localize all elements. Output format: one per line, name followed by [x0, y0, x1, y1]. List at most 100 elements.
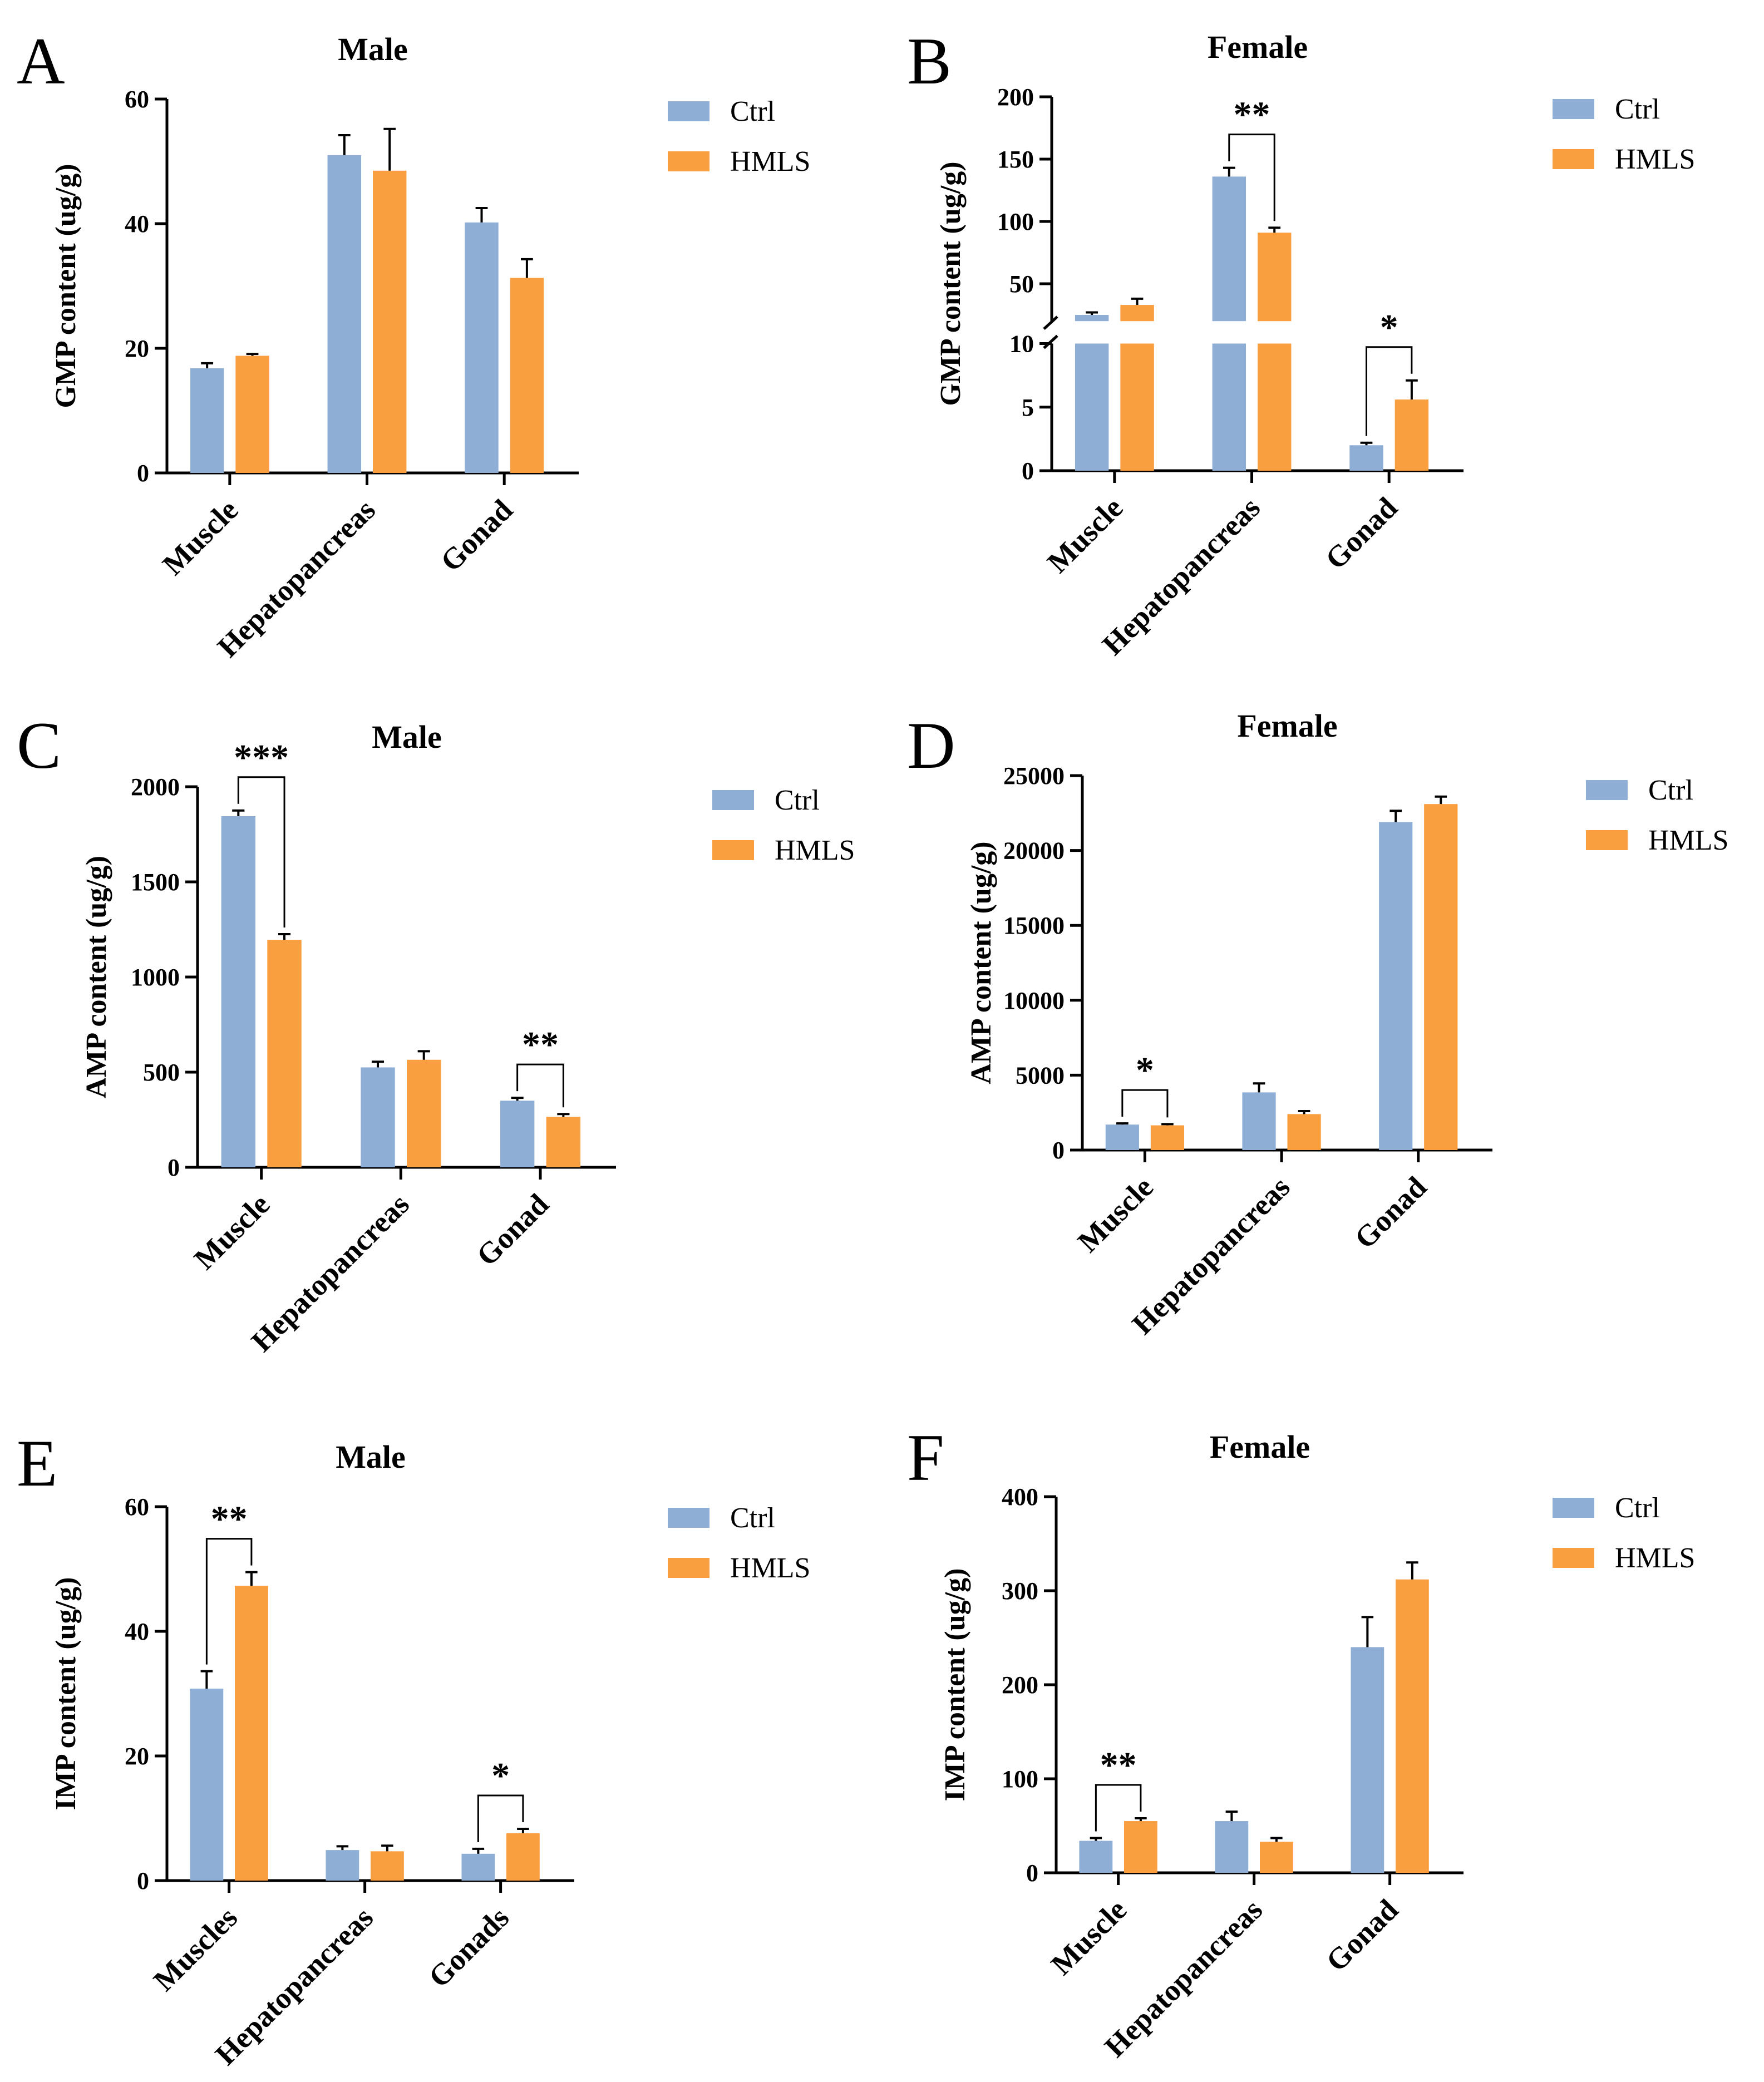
chart-panel-d: D Female AMP content (ug/g) 0 5000 10000 15000…	[907, 708, 1728, 1341]
bar-hmls	[1260, 1842, 1293, 1873]
y-axis-label: GMP content (ug/g)	[935, 161, 967, 406]
legend-label: Ctrl	[1615, 1492, 1660, 1524]
significance-label: **	[211, 1499, 248, 1540]
y-tick-label: 100	[1002, 1765, 1038, 1793]
significance-bracket	[205, 1538, 253, 1665]
y-tick-label: 40	[125, 1618, 149, 1645]
y-tick-label: 200	[997, 83, 1034, 111]
bar-hmls	[1120, 343, 1154, 471]
chart-panel-c: C Male AMP content (ug/g) 0 500 1000 1500 2000 M…	[17, 708, 855, 1358]
legend-swatch-ctrl	[1586, 780, 1628, 800]
bar-hmls-upper	[1120, 305, 1154, 322]
bar-hmls	[1395, 399, 1429, 471]
legend-label: HMLS	[1615, 1542, 1695, 1574]
significance-label: **	[1100, 1745, 1137, 1785]
y-tick-label: 40	[125, 210, 149, 238]
y-axis-label: AMP content (ug/g)	[965, 841, 997, 1084]
legend-label: HMLS	[775, 835, 855, 866]
significance-label: *	[1380, 307, 1398, 348]
bar-ctrl	[361, 1067, 395, 1167]
bar-hmls-upper	[1258, 233, 1292, 322]
legend-label: HMLS	[1648, 825, 1728, 856]
significance-bracket	[1228, 134, 1275, 221]
x-tick-label: Muscle	[1041, 491, 1129, 579]
bar-hmls	[235, 356, 269, 473]
x-tick-label: Muscle	[188, 1187, 276, 1276]
significance-label: *	[491, 1755, 510, 1796]
legend-label: HMLS	[730, 1552, 810, 1584]
bar-ctrl-upper	[1212, 176, 1246, 322]
bar-ctrl	[1215, 1821, 1249, 1873]
legend-label: Ctrl	[730, 96, 775, 127]
significance-bracket	[516, 1063, 564, 1108]
bar-hmls	[1258, 343, 1292, 471]
legend-swatch-hmls	[712, 840, 754, 860]
y-tick-label: 10	[1009, 330, 1034, 358]
bar-ctrl	[326, 1850, 359, 1881]
bar-hmls	[506, 1833, 540, 1881]
significance-label: ***	[234, 737, 289, 778]
bar-ctrl	[465, 222, 499, 473]
y-tick-label: 150	[997, 146, 1034, 173]
bar-hmls	[510, 278, 544, 473]
legend-swatch-hmls	[668, 1558, 709, 1578]
y-tick-label: 5000	[1016, 1062, 1065, 1089]
legend-label: Ctrl	[775, 785, 820, 816]
significance-bracket	[237, 776, 285, 928]
y-tick-label: 300	[1002, 1577, 1038, 1605]
chart-title: Male	[372, 719, 442, 755]
bar-hmls	[371, 1851, 404, 1881]
legend-swatch-ctrl	[1553, 1498, 1594, 1518]
y-tick-label: 100	[997, 208, 1034, 235]
x-tick-label: Gonad	[1348, 1170, 1433, 1255]
legend-swatch-hmls	[1553, 149, 1594, 169]
bar-ctrl	[327, 155, 362, 473]
bar-ctrl	[1212, 343, 1246, 471]
y-tick-label: 20	[125, 335, 149, 362]
x-tick-label: Gonad	[1319, 491, 1404, 576]
chart-title: Female	[1237, 708, 1337, 744]
legend-swatch-ctrl	[712, 790, 754, 810]
y-tick-label: 200	[1002, 1671, 1038, 1699]
x-tick-label: Muscle	[156, 493, 244, 581]
y-axis-label: IMP content (ug/g)	[939, 1568, 971, 1802]
x-tick-label: Gonad	[470, 1187, 555, 1272]
y-axis-label: IMP content (ug/g)	[50, 1577, 82, 1810]
axis-break-mark	[1043, 315, 1058, 330]
y-tick-label: 1000	[131, 964, 180, 991]
y-tick-label: 1500	[131, 869, 180, 896]
chart-title: Male	[338, 31, 408, 67]
y-tick-label: 0	[167, 1154, 180, 1181]
y-tick-label: 60	[125, 86, 149, 113]
y-tick-label: 20000	[1003, 837, 1065, 865]
bar-ctrl	[1079, 1841, 1113, 1873]
bar-hmls	[1287, 1114, 1321, 1150]
bar-hmls	[1124, 1821, 1157, 1873]
bar-hmls	[235, 1586, 268, 1881]
legend-label: Ctrl	[1615, 93, 1660, 125]
bar-ctrl	[221, 816, 256, 1167]
x-tick-label: Gonad	[1319, 1893, 1405, 1978]
y-tick-label: 0	[137, 460, 149, 487]
x-tick-label: Gonad	[434, 493, 519, 578]
y-tick-label: 10000	[1003, 987, 1065, 1014]
chart-title: Female	[1208, 29, 1308, 65]
x-tick-label: Muscle	[1044, 1893, 1133, 1981]
x-tick-label: Muscle	[1071, 1170, 1160, 1259]
y-tick-label: 400	[1002, 1483, 1038, 1511]
y-tick-label: 20	[125, 1743, 149, 1770]
legend-label: Ctrl	[730, 1502, 775, 1534]
legend-swatch-ctrl	[668, 101, 709, 121]
panel-letter: E	[17, 1426, 57, 1500]
legend-swatch-hmls	[668, 151, 709, 171]
y-tick-label: 25000	[1003, 762, 1065, 790]
bar-hmls	[546, 1117, 581, 1167]
significance-label: **	[522, 1024, 559, 1065]
y-tick-label: 0	[1052, 1137, 1065, 1164]
y-axis-label: AMP content (ug/g)	[81, 856, 112, 1098]
significance-bracket	[477, 1794, 524, 1842]
chart-title: Male	[336, 1439, 406, 1475]
significance-label: *	[1136, 1050, 1154, 1091]
bar-ctrl	[461, 1853, 495, 1881]
